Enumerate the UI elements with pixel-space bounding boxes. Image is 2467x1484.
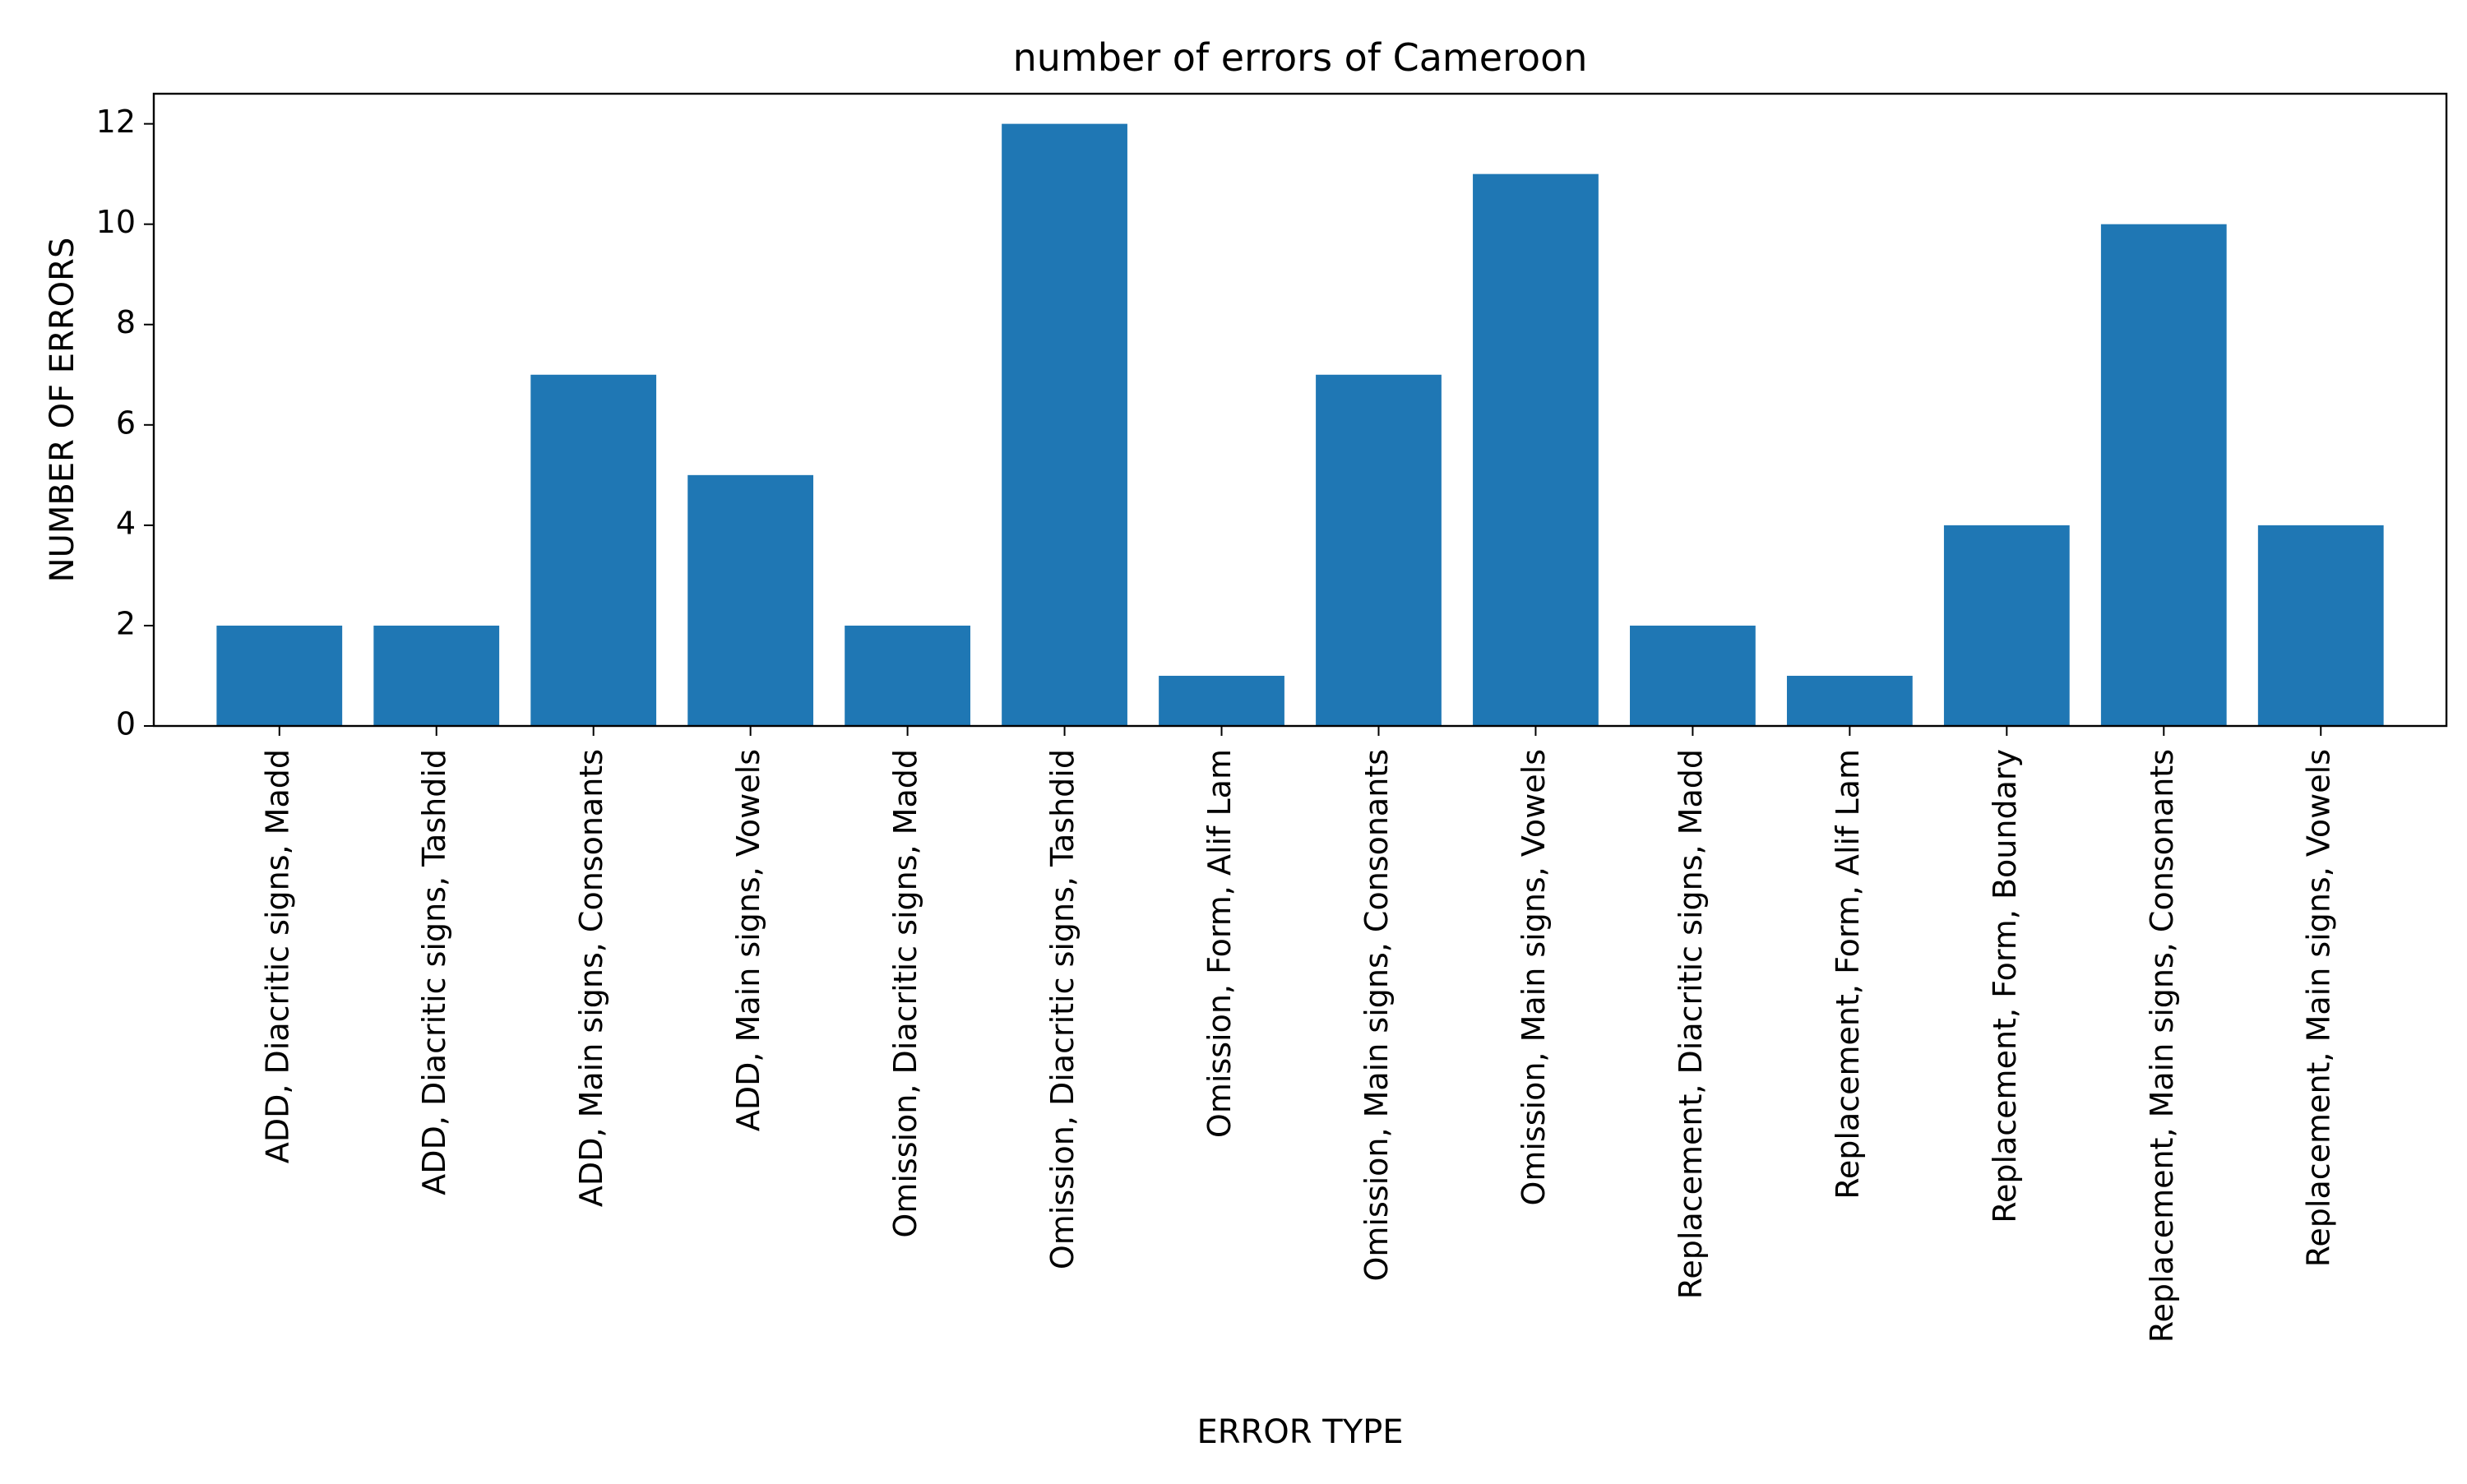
x-axis: ADD, Diacritic signs, Madd ADD, Diacritic… [259,726,2337,1343]
bar [1316,374,1442,726]
y-tick-label: 12 [96,104,136,140]
x-tick-label: Replacement, Diacritic signs, Madd [1673,749,1709,1299]
y-tick-label: 10 [96,204,136,240]
bar [1002,123,1127,727]
y-tick-label: 0 [116,706,136,742]
x-tick-label: Omission, Form, Alif Lam [1201,749,1238,1138]
y-axis: 0 2 4 6 8 10 12 [96,104,154,742]
bar [530,374,657,726]
bar [1786,675,1913,726]
bars-group [216,123,2384,727]
bar [845,625,970,726]
x-tick-label: Replacement, Form, Boundary [1987,749,2023,1223]
bar [216,625,343,726]
y-axis-label: NUMBER OF ERRORS [44,238,81,583]
bar [2100,224,2227,727]
x-tick-label: Omission, Main signs, Vowels [1516,749,1552,1206]
bar [1630,625,1756,726]
x-tick-label: Omission, Diacritic signs, Madd [887,749,923,1238]
x-tick-label: Replacement, Form, Alif Lam [1830,749,1866,1200]
x-tick-label: Omission, Main signs, Consonants [1358,749,1395,1282]
x-tick-label: Replacement, Main signs, Vowels [2301,749,2337,1267]
bar [2257,525,2384,726]
y-tick-label: 6 [116,405,136,441]
plot-frame [152,92,2448,728]
x-tick-label: Replacement, Main signs, Consonants [2144,749,2180,1343]
x-tick-label: ADD, Main signs, Vowels [730,749,766,1131]
bar [687,474,814,726]
y-tick-label: 4 [116,505,136,541]
y-tick-label: 2 [116,605,136,641]
x-tick-label: ADD, Main signs, Consonants [573,749,609,1207]
x-tick-label: ADD, Diacritic signs, Tashdid [416,749,452,1195]
bar [1473,173,1599,727]
x-tick-label: ADD, Diacritic signs, Madd [259,749,295,1163]
bar [1943,525,2070,726]
bar [373,625,500,726]
x-tick-label: Omission, Diacritic signs, Tashdid [1044,749,1081,1269]
y-tick-label: 8 [116,304,136,340]
chart-title: number of errors of Cameroon [1013,35,1588,80]
bar [1159,675,1284,726]
x-axis-label: ERROR TYPE [1196,1413,1403,1451]
